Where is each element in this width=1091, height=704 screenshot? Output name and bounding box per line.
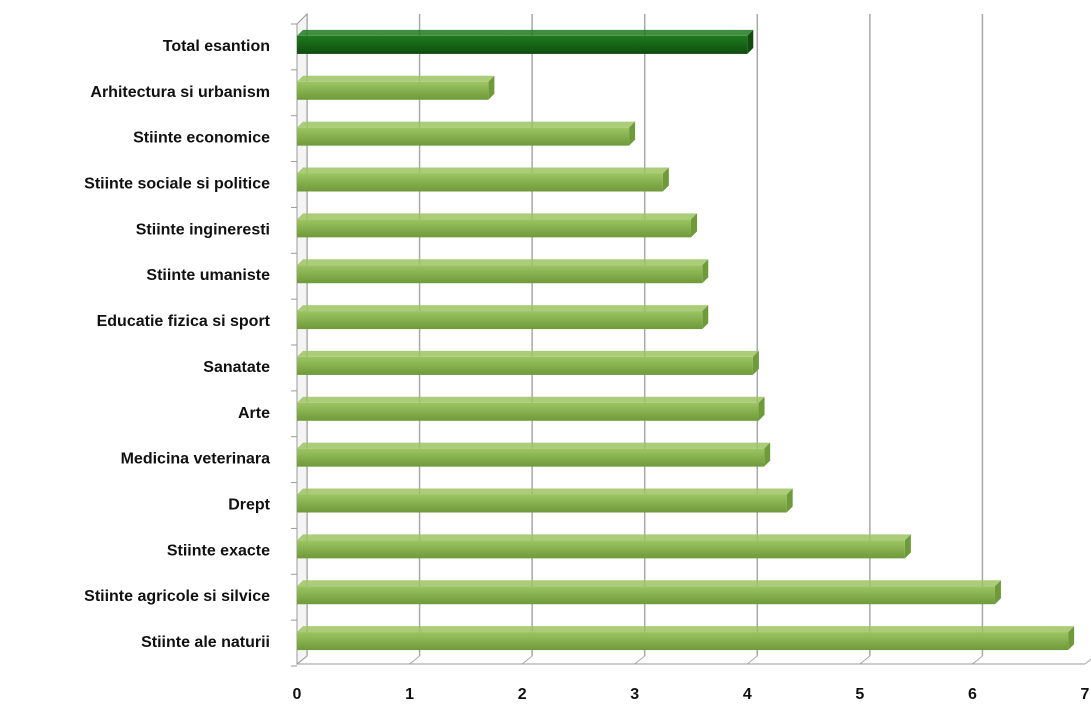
bar bbox=[297, 396, 765, 421]
bar bbox=[297, 580, 1001, 605]
bar bbox=[297, 626, 1075, 651]
axes bbox=[291, 12, 1085, 667]
floor-gridline bbox=[1084, 658, 1091, 665]
floor-gridline bbox=[972, 655, 983, 665]
category-label: Stiinte exacte bbox=[167, 542, 270, 559]
x-tick-label: 4 bbox=[743, 686, 752, 703]
category-label: Stiinte economice bbox=[133, 130, 270, 147]
bar bbox=[297, 121, 636, 146]
floor-gridline bbox=[521, 655, 533, 665]
bar bbox=[297, 534, 911, 559]
x-tick-label: 3 bbox=[630, 686, 639, 703]
category-label: Stiinte ingineresti bbox=[136, 221, 270, 238]
x-tick-label: 2 bbox=[518, 686, 527, 703]
category-label: Total esantion bbox=[163, 38, 270, 55]
left-wall bbox=[296, 12, 308, 666]
category-label: Stiinte sociale si politice bbox=[84, 176, 270, 193]
category-label: Arhitectura si urbanism bbox=[90, 84, 270, 101]
category-label: Educatie fizica si sport bbox=[97, 313, 271, 330]
category-label: Arte bbox=[238, 405, 270, 422]
floor-gridline bbox=[409, 655, 420, 665]
bar bbox=[297, 442, 771, 467]
bars bbox=[297, 29, 1075, 651]
category-label: Sanatate bbox=[203, 359, 270, 376]
bar bbox=[297, 167, 669, 192]
category-label: Drept bbox=[228, 497, 270, 514]
bar bbox=[297, 488, 793, 513]
x-tick-labels: 0 1 2 3 4 5 6 7 bbox=[293, 686, 1090, 703]
x-tick-label: 6 bbox=[968, 686, 977, 703]
bar bbox=[297, 305, 709, 330]
category-label: Stiinte agricole si silvice bbox=[84, 588, 270, 605]
bar bbox=[297, 259, 709, 284]
floor-gridline bbox=[746, 655, 758, 665]
category-labels: Total esantion Arhitectura si urbanism Sti… bbox=[84, 38, 271, 651]
category-label: Medicina veterinara bbox=[121, 451, 271, 468]
bar bbox=[297, 350, 759, 375]
bar bbox=[297, 213, 697, 238]
bar bbox=[297, 29, 754, 54]
x-tick-label: 1 bbox=[405, 686, 414, 703]
category-label: Stiinte ale naturii bbox=[141, 634, 270, 651]
grid-lines bbox=[296, 14, 1091, 665]
floor-gridline bbox=[859, 655, 871, 665]
x-tick-label: 7 bbox=[1081, 686, 1090, 703]
x-tick-label: 5 bbox=[855, 686, 864, 703]
floor-gridline bbox=[634, 655, 646, 665]
bar bbox=[297, 75, 495, 100]
category-label: Stiinte umaniste bbox=[146, 267, 270, 284]
x-tick-label: 0 bbox=[293, 686, 302, 703]
